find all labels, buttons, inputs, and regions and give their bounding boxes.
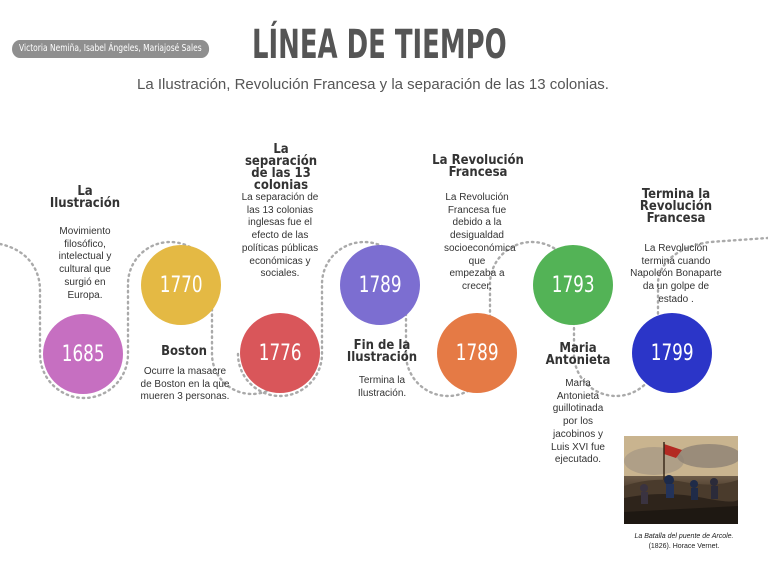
painting-caption-rest: (1826). Horace Vernet. bbox=[648, 543, 720, 550]
event-1776-circle: 1776 bbox=[240, 313, 320, 393]
event-1776-heading: La separación de las 13 colonias bbox=[244, 142, 318, 193]
event-1770-desc: Ocurre la masacre de Boston en la que mu… bbox=[140, 366, 230, 403]
event-1776-desc: La separación de las 13 colonias inglesa… bbox=[241, 192, 319, 280]
event-1789a-year: 1789 bbox=[358, 272, 402, 298]
event-1799-heading: Termina la Revolución Francesa bbox=[639, 187, 713, 226]
event-1789a-desc: Termina la Ilustración. bbox=[357, 375, 407, 399]
event-1776-year: 1776 bbox=[258, 340, 302, 366]
event-1789a-circle: 1789 bbox=[340, 245, 420, 325]
event-1793-year: 1793 bbox=[551, 272, 595, 298]
event-1789b-year: 1789 bbox=[455, 340, 499, 366]
painting-caption-title: La Batalla del puente de Arcole. bbox=[634, 533, 734, 540]
event-1789b-heading: La Revolución Francesa bbox=[432, 153, 524, 180]
event-1685-desc: Movimiento filosófico, intelectual y cul… bbox=[58, 226, 112, 301]
event-1799-year: 1799 bbox=[650, 340, 694, 366]
event-1799-desc: La Revolución termina cuando Napoleón Bo… bbox=[630, 243, 722, 305]
battle-painting-image bbox=[624, 436, 738, 524]
event-1789b-desc: La Revolución Francesa fue debido a la d… bbox=[444, 192, 516, 292]
painting-illustration bbox=[624, 436, 738, 524]
event-1770-heading: Boston bbox=[161, 344, 207, 359]
event-1685-year: 1685 bbox=[61, 341, 105, 367]
page-subtitle: La Ilustración, Revolución Francesa y la… bbox=[137, 76, 609, 93]
event-1770-year: 1770 bbox=[159, 272, 203, 298]
event-1793-heading: Maria Antonieta bbox=[545, 341, 611, 368]
event-1799-circle: 1799 bbox=[632, 313, 712, 393]
authors-pill: Victoria Nemiña, Isabel Ángeles, Mariajo… bbox=[12, 40, 209, 58]
event-1789b-circle: 1789 bbox=[437, 313, 517, 393]
event-1770-circle: 1770 bbox=[141, 245, 221, 325]
event-1685-heading: La Ilustración bbox=[49, 184, 121, 211]
event-1685-circle: 1685 bbox=[43, 314, 123, 394]
event-1793-circle: 1793 bbox=[533, 245, 613, 325]
event-1793-desc: María Antonieta guillotinada por los jac… bbox=[551, 378, 605, 466]
painting-caption: La Batalla del puente de Arcole. (1826).… bbox=[620, 532, 748, 552]
event-1789a-heading: Fin de la Ilustración bbox=[346, 338, 418, 365]
